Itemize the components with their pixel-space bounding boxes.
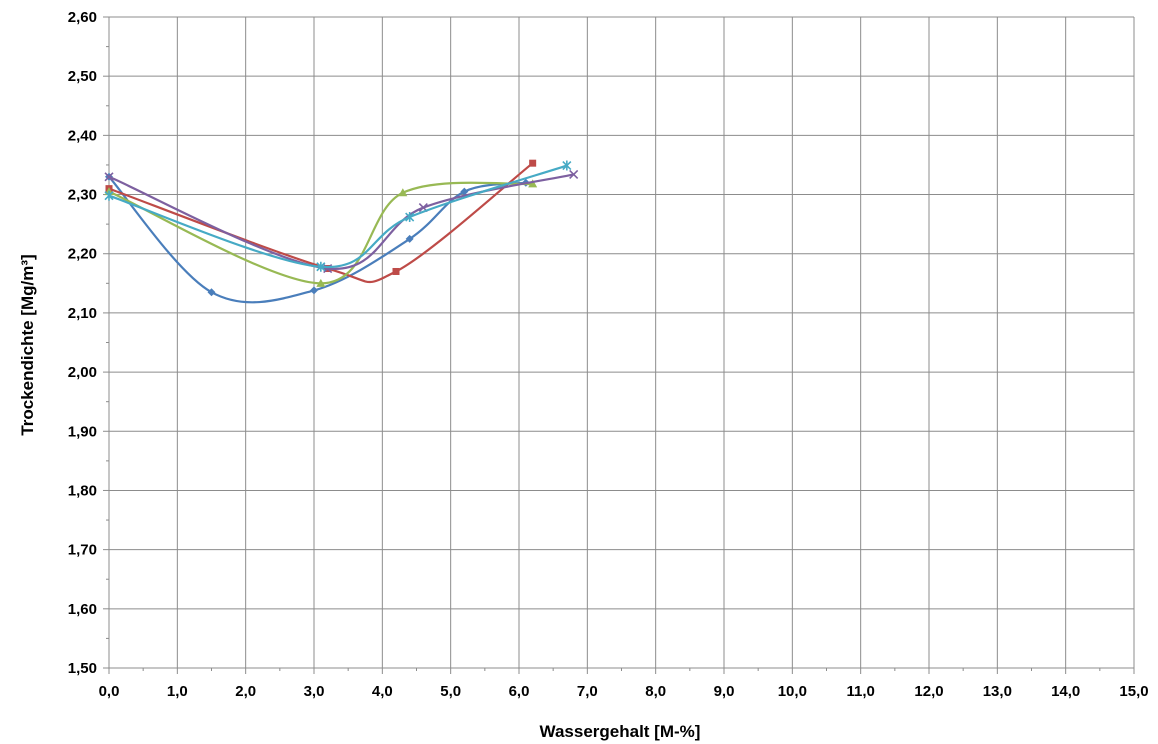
data-point bbox=[310, 286, 318, 295]
x-tick-label: 8,0 bbox=[645, 683, 666, 700]
x-tick-label: 9,0 bbox=[714, 683, 735, 700]
series-5 bbox=[104, 160, 572, 272]
y-tick-label: 1,70 bbox=[68, 542, 97, 559]
y-tick-label: 2,60 bbox=[68, 9, 97, 26]
y-tick-labels: 1,50 1,60 1,70 1,80 1,90 2,00 2,10 2,20 2,30 2,40… bbox=[68, 9, 97, 677]
data-point bbox=[528, 179, 538, 188]
x-tick-label: 7,0 bbox=[577, 683, 598, 700]
data-point bbox=[316, 261, 326, 272]
x-axis-title: Wassergehalt [M-%] bbox=[540, 722, 701, 741]
y-tick-label: 2,40 bbox=[68, 127, 97, 144]
series-group bbox=[104, 159, 579, 304]
x-tick-label: 12,0 bbox=[914, 683, 943, 700]
grid bbox=[103, 16, 1135, 674]
y-tick-label: 1,80 bbox=[68, 482, 97, 499]
x-tick-label: 15,0 bbox=[1119, 683, 1148, 700]
x-tick-label: 5,0 bbox=[440, 683, 461, 700]
data-point bbox=[529, 159, 537, 167]
x-tick-label: 0,0 bbox=[99, 683, 120, 700]
y-tick-label: 2,20 bbox=[68, 246, 97, 263]
y-tick-label: 1,60 bbox=[68, 601, 97, 618]
x-tick-labels: 0,0 1,0 2,0 3,0 4,0 5,0 6,0 7,0 8,0 9,0 10,0 11,0 12… bbox=[99, 683, 1149, 700]
data-point bbox=[460, 187, 469, 196]
x-tick-label: 11,0 bbox=[846, 683, 874, 700]
x-tick-label: 1,0 bbox=[167, 683, 188, 700]
y-tick-label: 2,00 bbox=[68, 364, 97, 381]
x-tick-label: 2,0 bbox=[235, 683, 256, 700]
series-line bbox=[108, 173, 574, 270]
data-point bbox=[207, 288, 216, 297]
x-tick-label: 6,0 bbox=[509, 683, 530, 700]
x-tick-label: 10,0 bbox=[778, 683, 807, 700]
data-point bbox=[316, 278, 326, 287]
data-point bbox=[405, 234, 414, 243]
data-point bbox=[104, 190, 114, 201]
x-tick-label: 14,0 bbox=[1051, 683, 1080, 700]
data-point bbox=[562, 160, 572, 171]
data-point bbox=[405, 212, 415, 223]
series-line bbox=[108, 181, 533, 285]
series-line bbox=[108, 164, 568, 268]
data-point bbox=[569, 169, 579, 179]
data-point bbox=[104, 172, 114, 182]
y-axis-title: Trockendichte [Mg/m³] bbox=[18, 254, 37, 435]
y-tick-label: 1,50 bbox=[68, 660, 97, 677]
y-tick-label: 1,90 bbox=[68, 423, 97, 440]
x-tick-label: 13,0 bbox=[983, 683, 1012, 700]
x-tick-label: 3,0 bbox=[304, 683, 325, 700]
data-point bbox=[398, 188, 408, 197]
y-tick-label: 2,10 bbox=[68, 305, 97, 322]
y-tick-label: 2,50 bbox=[68, 68, 97, 85]
series-line bbox=[108, 162, 534, 284]
data-point bbox=[392, 267, 400, 275]
y-tick-label: 2,30 bbox=[68, 187, 97, 204]
x-tick-label: 4,0 bbox=[372, 683, 393, 700]
